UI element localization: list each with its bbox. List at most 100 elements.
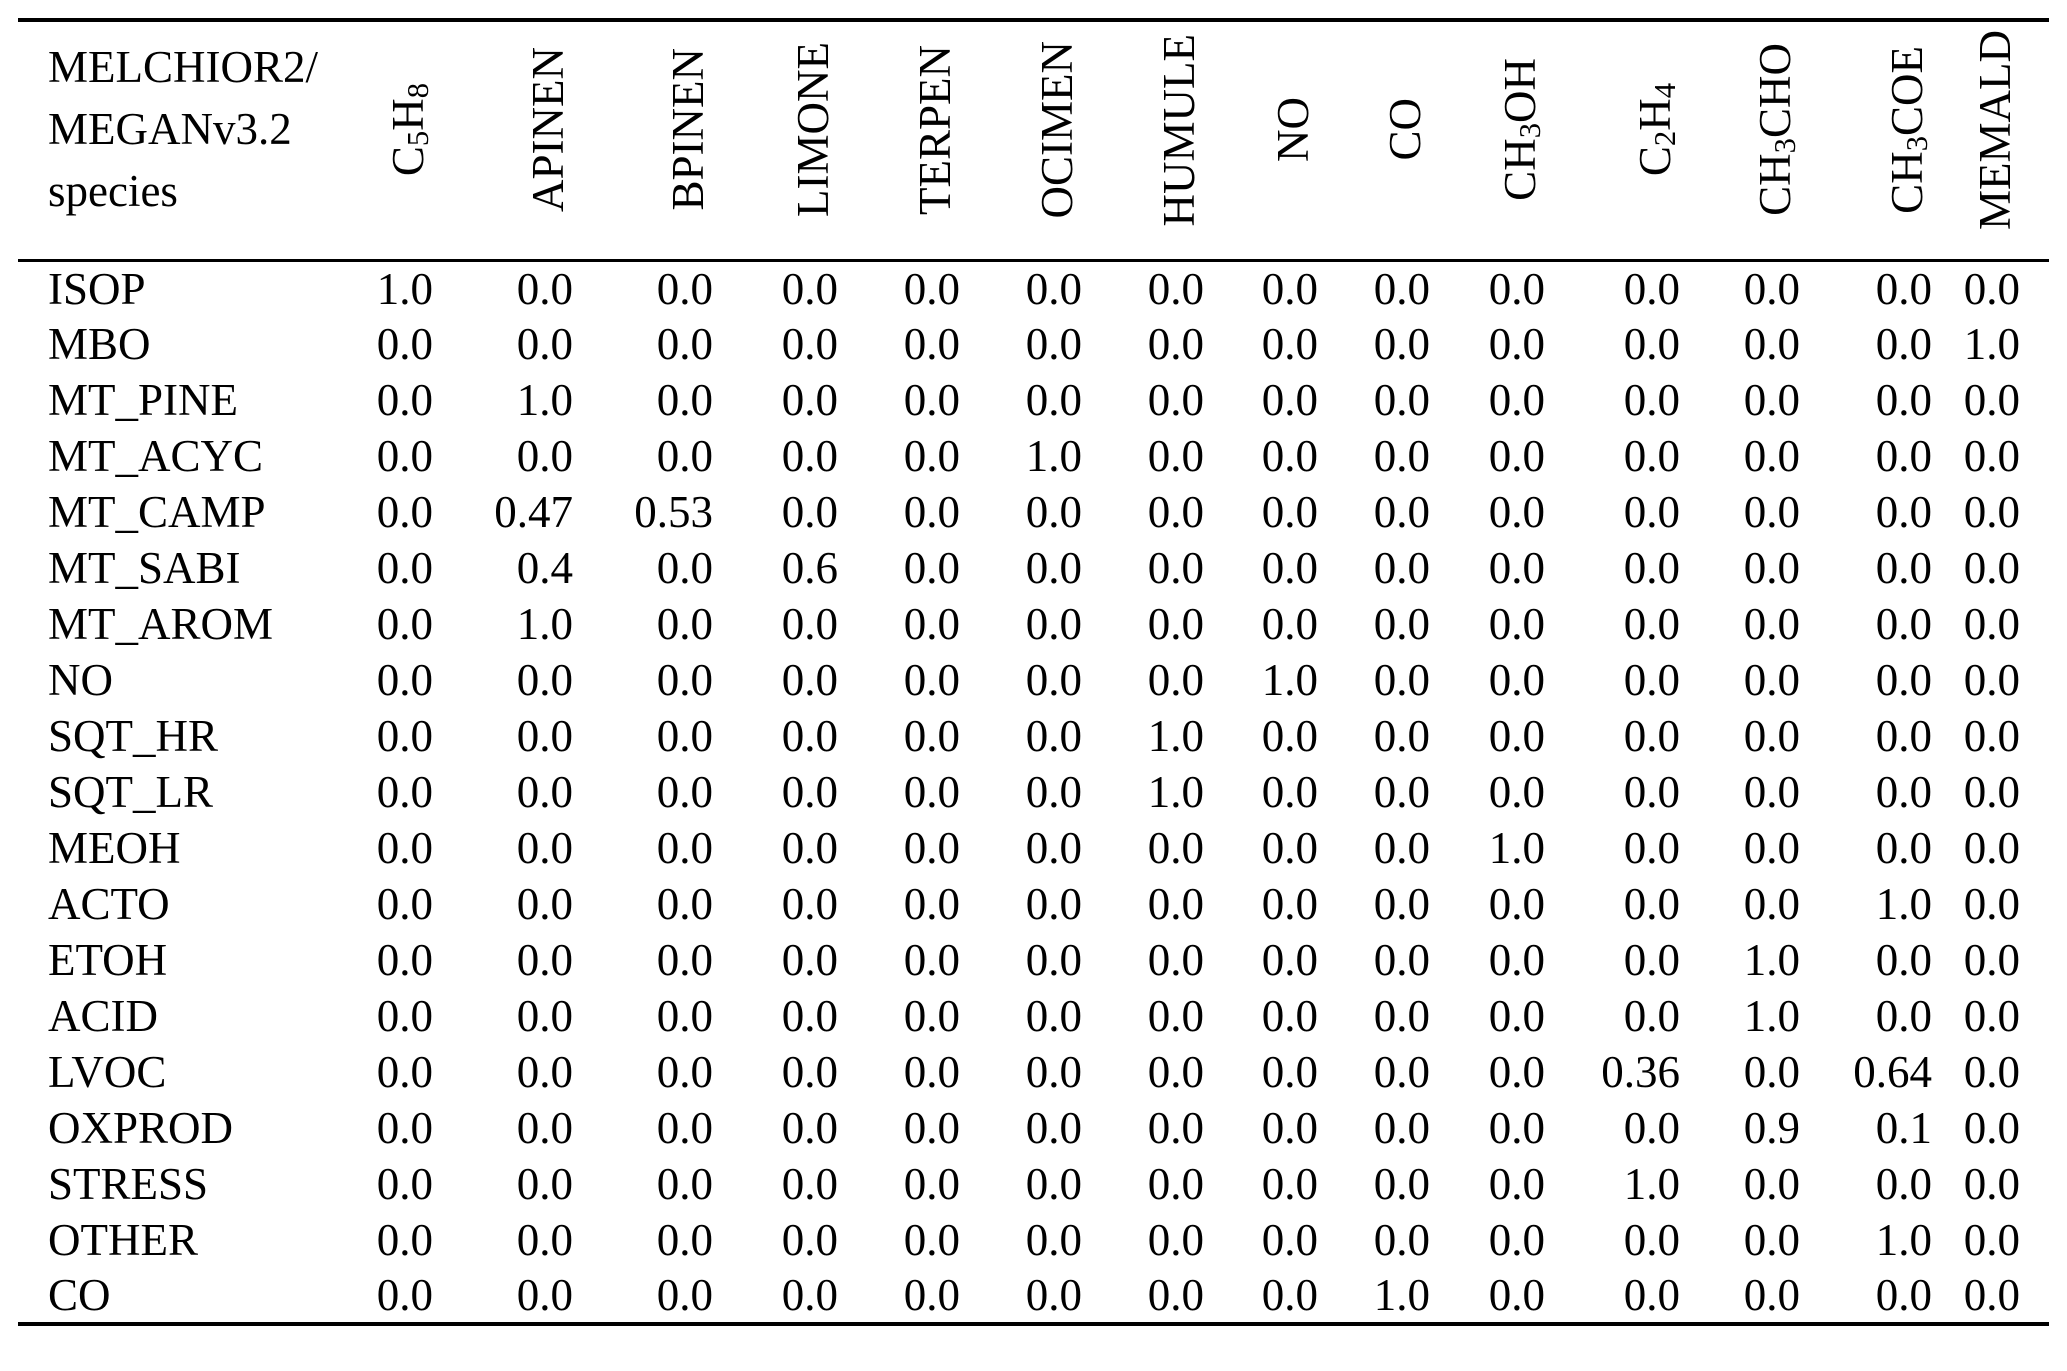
table-cell: 0.0 <box>1147 1047 1204 1097</box>
table-row-mbo: MBO 0.0 0.0 0.0 0.0 0.0 0.0 0.0 0.0 0.0 0.0 0.0 0.0 0… <box>18 316 2049 372</box>
table-cell: 0.0 <box>376 655 433 705</box>
table-cell: 0.0 <box>1025 711 1082 761</box>
table-cell: 0.0 <box>1743 1270 1800 1320</box>
table-cell: 0.0 <box>1025 1215 1082 1265</box>
table-cell: 0.0 <box>1743 263 1800 314</box>
row-label: OXPROD <box>48 1103 234 1153</box>
table-cell: 0.0 <box>376 823 433 873</box>
table-cell: 0.64 <box>1853 1047 1932 1097</box>
table-cell: 0.0 <box>903 935 960 985</box>
table-cell: 0.0 <box>656 711 713 761</box>
table-cell: 0.0 <box>1743 599 1800 649</box>
table-cell: 0.0 <box>1373 319 1430 369</box>
table-cell: 0.0 <box>1963 487 2020 537</box>
table-cell: 0.0 <box>781 1103 838 1153</box>
table-cell: 0.0 <box>903 487 960 537</box>
table-cell: 0.0 <box>656 1159 713 1209</box>
table-cell: 0.0 <box>516 1047 573 1097</box>
table-cell: 0.0 <box>1373 543 1430 593</box>
table-row-etoh: ETOH 0.0 0.0 0.0 0.0 0.0 0.0 0.0 0.0 0.0 0.0 0.0 1.0… <box>18 932 2049 988</box>
table-row-isop: ISOP 1.0 0.0 0.0 0.0 0.0 0.0 0.0 0.0 0.0 0.0 0.0 0.0… <box>18 260 2049 316</box>
table-cell: 0.0 <box>1743 767 1800 817</box>
table-cell: 0.0 <box>656 1270 713 1320</box>
table-cell: 0.0 <box>1261 935 1318 985</box>
table-cell: 0.0 <box>376 431 433 481</box>
table-cell: 0.0 <box>1875 655 1932 705</box>
table-cell: 0.0 <box>1743 655 1800 705</box>
table-cell: 0.0 <box>1623 767 1680 817</box>
table-cell: 0.0 <box>1623 1270 1680 1320</box>
table-cell: 0.0 <box>1261 263 1318 314</box>
row-label: LVOC <box>48 1047 167 1097</box>
column-header-label: BPINEN <box>662 48 713 211</box>
table-cell: 1.0 <box>1743 935 1800 985</box>
table-cell: 0.0 <box>781 487 838 537</box>
table-cell: 0.0 <box>1373 655 1430 705</box>
table-cell: 0.0 <box>656 991 713 1041</box>
table-cell: 0.0 <box>781 263 838 314</box>
table-cell: 0.0 <box>1488 767 1545 817</box>
table-cell: 0.0 <box>1025 375 1082 425</box>
table-row-acto: ACTO 0.0 0.0 0.0 0.0 0.0 0.0 0.0 0.0 0.0 0.0 0.0 0.0… <box>18 876 2049 932</box>
table-cell: 0.0 <box>1623 543 1680 593</box>
table-cell: 0.0 <box>1875 375 1932 425</box>
table-cell: 1.0 <box>1261 655 1318 705</box>
table-cell: 0.0 <box>1373 711 1430 761</box>
table-cell: 0.0 <box>781 935 838 985</box>
row-label: ACID <box>48 991 158 1041</box>
table-cell: 1.0 <box>1963 319 2020 369</box>
table-cell: 0.0 <box>656 823 713 873</box>
table-cell: 0.0 <box>1743 487 1800 537</box>
table-cell: 0.0 <box>1963 1270 2020 1320</box>
column-header-label: CO <box>1379 98 1430 161</box>
table-cell: 0.0 <box>1147 319 1204 369</box>
table-cell: 0.0 <box>1743 1159 1800 1209</box>
table-cell: 0.0 <box>376 319 433 369</box>
column-header-label: CH3CHO <box>1749 43 1802 217</box>
row-label: MT_SABI <box>48 543 241 593</box>
table-cell: 0.0 <box>903 543 960 593</box>
column-header-label: C5H8 <box>382 83 435 177</box>
table-cell: 0.0 <box>656 375 713 425</box>
table-cell: 0.0 <box>903 711 960 761</box>
column-header-ocimen: OCIMEN <box>960 20 1082 262</box>
table-cell: 0.0 <box>781 655 838 705</box>
table-cell: 0.0 <box>903 431 960 481</box>
table-cell: 0.0 <box>1963 991 2020 1041</box>
table-cell: 0.0 <box>1373 1047 1430 1097</box>
table-cell: 0.0 <box>1025 1270 1082 1320</box>
table-cell: 0.0 <box>656 1215 713 1265</box>
table-cell: 0.0 <box>781 823 838 873</box>
table-cell: 0.0 <box>1488 1159 1545 1209</box>
table-cell: 0.0 <box>1025 655 1082 705</box>
table-cell: 0.0 <box>1373 935 1430 985</box>
table-cell: 0.0 <box>1963 263 2020 314</box>
table-cell: 0.0 <box>781 375 838 425</box>
table-cell: 0.0 <box>516 1270 573 1320</box>
table-cell: 0.0 <box>1147 543 1204 593</box>
table-cell: 0.0 <box>1623 1215 1680 1265</box>
table-cell: 0.0 <box>1261 767 1318 817</box>
table-row-no: NO 0.0 0.0 0.0 0.0 0.0 0.0 0.0 1.0 0.0 0.0 0.0 0.0 0.… <box>18 652 2049 708</box>
table-row-mt_sabi: MT_SABI 0.0 0.4 0.0 0.6 0.0 0.0 0.0 0.0 0.0 0.0 0.0… <box>18 540 2049 596</box>
table-cell: 0.0 <box>1963 767 2020 817</box>
table-cell: 0.0 <box>516 1215 573 1265</box>
table-cell: 0.0 <box>1147 263 1204 314</box>
table-cell: 0.0 <box>1963 599 2020 649</box>
table-row-mt_acyc: MT_ACYC 0.0 0.0 0.0 0.0 0.0 1.0 0.0 0.0 0.0 0.0 0.0… <box>18 428 2049 484</box>
table-cell: 0.0 <box>903 1159 960 1209</box>
table-cell: 1.0 <box>376 263 433 314</box>
table-cell: 0.0 <box>903 263 960 314</box>
table-cell: 0.0 <box>516 879 573 929</box>
table-cell: 0.0 <box>1025 991 1082 1041</box>
table-cell: 0.0 <box>376 1215 433 1265</box>
table-cell: 0.0 <box>1875 711 1932 761</box>
column-header-ch3cho: CH3CHO <box>1680 20 1802 262</box>
table-cell: 0.0 <box>376 991 433 1041</box>
table-cell: 0.0 <box>1261 879 1318 929</box>
row-label: ACTO <box>48 879 170 929</box>
table-cell: 0.0 <box>1488 1047 1545 1097</box>
row-label: MT_PINE <box>48 375 238 425</box>
table-cell: 0.0 <box>1147 1215 1204 1265</box>
table-cell: 0.0 <box>1623 935 1680 985</box>
